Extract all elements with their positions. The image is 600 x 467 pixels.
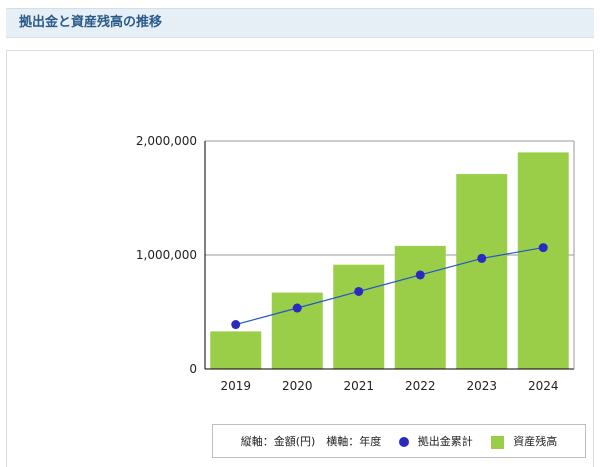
section-title: 拠出金と資産残高の推移 (19, 15, 163, 30)
chart-legend: 縦軸：金額(円) 横軸：年度 拠出金累計 資産残高 (212, 424, 586, 458)
series-line (235, 246, 544, 326)
legend-axis-description: 縦軸：金額(円) 横軸：年度 (240, 435, 382, 448)
legend-bar-swatch-icon (490, 435, 504, 449)
legend-line-marker-icon (399, 437, 410, 447)
line-point (415, 270, 425, 280)
x-tick-label: 2020 (282, 379, 313, 393)
x-tick-label: 2019 (220, 379, 251, 393)
line-point (538, 243, 548, 253)
y-tick-label: 1,000,000 (136, 248, 197, 262)
legend-line-label: 拠出金累計 (417, 435, 473, 448)
legend-item-line: 拠出金累計 (399, 433, 473, 449)
y-tick-label: 2,000,000 (136, 134, 197, 148)
x-tick-label: 2024 (528, 379, 559, 393)
x-tick-label: 2022 (405, 379, 436, 393)
line-point (354, 286, 364, 296)
bar (456, 174, 508, 369)
section-header: 拠出金と資産残高の推移 (6, 8, 594, 38)
bar (333, 264, 385, 369)
line-point (477, 253, 487, 263)
bar (517, 152, 569, 369)
x-tick-label: 2021 (343, 379, 374, 393)
bar (394, 245, 446, 369)
line-point (231, 320, 241, 330)
bar (210, 331, 262, 369)
y-tick-label: 0 (189, 362, 197, 376)
legend-bar-label: 資産残高 (513, 435, 558, 448)
line-point (292, 303, 302, 313)
x-tick-label: 2023 (466, 379, 497, 393)
legend-item-bar: 資産残高 (490, 433, 558, 449)
